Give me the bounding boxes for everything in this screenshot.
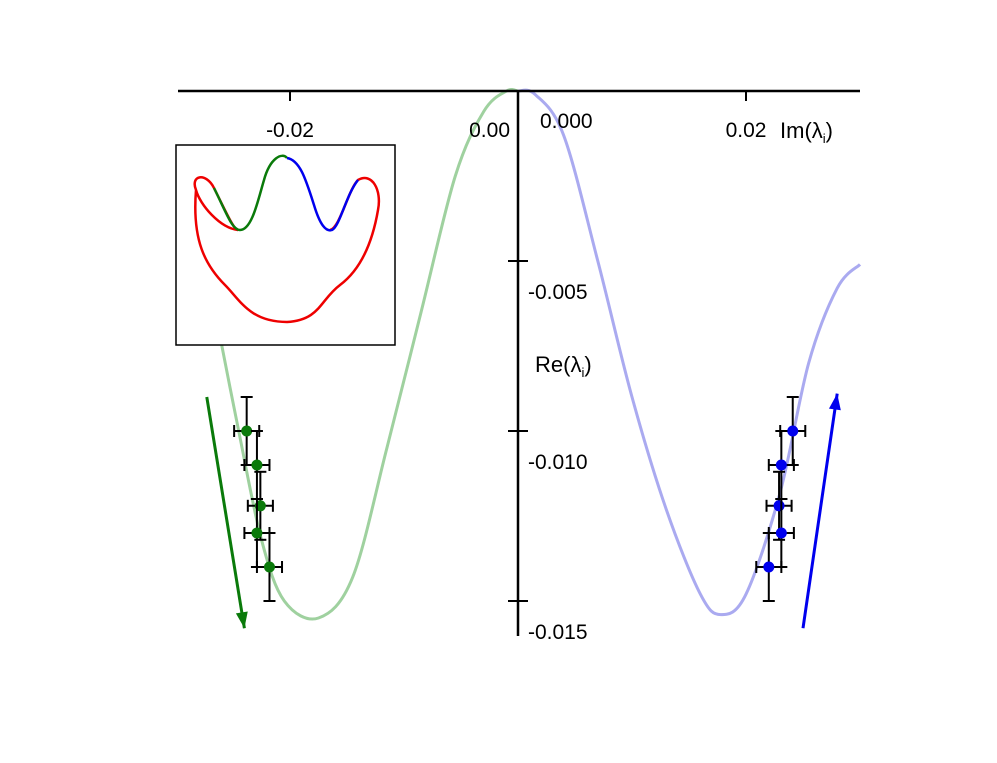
y-axis-title-close: ) [584,352,591,377]
x-axis-title: Im(λi) [780,118,833,146]
data-point-blue [773,500,785,512]
x-center-label-right: 0.000 [540,110,593,133]
data-point-green [263,561,275,573]
y-tick-label: -0.005 [528,281,588,304]
x-axis-title-main: Im(λ [780,118,823,143]
y-ticks: -0.005 -0.010 -0.015 [508,260,588,644]
x-tick-label: 0.02 [726,119,767,142]
y-tick-label: -0.010 [528,451,588,474]
data-point-blue [763,561,775,573]
x-ticks: -0.02 0.02 [266,91,766,142]
fit-curves [214,88,862,621]
y-tick-label: -0.015 [528,621,588,644]
x-axis-title-sub: i [823,131,826,146]
data-point-blue [787,425,799,437]
data-point-green [251,459,263,471]
arrow-head [828,393,841,411]
data-point-green [241,425,253,437]
data-point-blue [775,459,787,471]
y-axis-title-main: Re(λ [535,352,581,377]
y-axis-title-sub: i [581,365,584,380]
arrow-shaft [205,396,246,629]
direction-arrows [205,393,841,629]
data-point-green [251,527,263,539]
data-points [233,396,807,602]
inset-frame [175,144,396,346]
arrow-shaft [801,393,839,629]
inset-right-lobe-curve [286,156,360,232]
shape-inset [175,144,396,346]
fit-curve-left [214,88,519,621]
x-tick-label: -0.02 [266,119,314,142]
arrow-head [235,611,248,629]
axes: -0.02 0.02 -0.005-0.010-0.015 0.00 0.000 … [178,89,860,644]
y-axis-title: Re(λi) [535,352,592,380]
x-center-label-left: 0.00 [469,119,510,142]
x-axis-title-close: ) [826,118,833,143]
fit-curve-right [517,88,862,617]
inset-left-lobe-curve [212,154,288,232]
data-point-blue [775,527,787,539]
